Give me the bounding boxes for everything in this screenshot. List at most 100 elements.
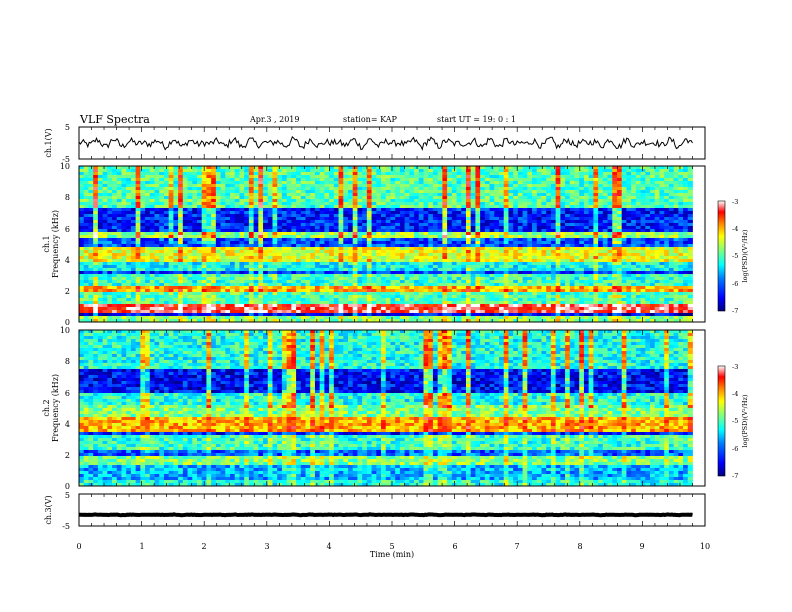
spectrogram-cell <box>314 265 321 269</box>
spectrogram-cell <box>248 238 255 242</box>
spectrogram-cell <box>135 277 141 281</box>
spectrogram-cell <box>404 196 410 200</box>
spectrogram-cell <box>362 199 368 203</box>
spectrogram-cell <box>635 217 641 221</box>
spectrogram-cell <box>357 256 363 260</box>
spectrogram-cell <box>489 175 495 179</box>
spectrogram-cell <box>541 190 547 194</box>
spectrogram-cell <box>451 271 457 275</box>
spectrogram-cell <box>447 196 453 200</box>
spectrogram-cell <box>494 166 500 170</box>
spectrogram-cell <box>93 241 99 245</box>
spectrogram-cell <box>347 256 354 260</box>
spectrogram-cell <box>489 262 495 266</box>
spectrogram-cell <box>546 172 552 176</box>
spectrogram-cell <box>640 223 646 227</box>
spectrogram-cell <box>192 232 198 236</box>
spectrogram-cell <box>470 253 476 257</box>
spectrogram-cell <box>201 256 207 260</box>
spectrogram-cell <box>574 262 580 266</box>
spectrogram-cell <box>338 247 344 251</box>
spectrogram-cell <box>201 259 207 263</box>
spectrogram-cell <box>168 172 174 176</box>
spectrogram-cell <box>206 214 212 218</box>
spectrogram-cell <box>286 238 292 242</box>
spectrogram-cell <box>659 190 665 194</box>
spectrogram-cell <box>437 277 443 281</box>
spectrogram-cell <box>645 235 651 239</box>
spectrogram-cell <box>683 277 689 281</box>
spectrogram-cell <box>79 250 85 254</box>
spectrogram-cell <box>267 199 273 203</box>
spectrogram-cell <box>314 169 321 173</box>
spectrogram-cell <box>338 199 344 203</box>
spectrogram-cell <box>522 241 528 245</box>
spectrogram-cell <box>149 181 155 185</box>
spectrogram-cell <box>447 202 453 206</box>
spectrogram-cell <box>390 208 396 212</box>
spectrogram-cell <box>381 271 387 275</box>
spectrogram-cell <box>385 223 391 227</box>
spectrogram-cell <box>659 223 665 227</box>
spectrogram-cell <box>234 229 240 233</box>
spectrogram-cell <box>178 229 184 233</box>
spectrogram-cell <box>475 274 481 278</box>
spectrogram-cell <box>371 172 377 176</box>
spectrogram-cell <box>451 268 457 272</box>
spectrogram-cell <box>97 193 103 197</box>
spectrogram-cell <box>343 205 349 209</box>
spectrogram-cell <box>541 199 547 203</box>
spectrogram-cell <box>447 190 453 194</box>
spectrogram-cell <box>83 175 89 179</box>
spectrogram-cell <box>574 241 580 245</box>
spectrogram-cell <box>230 262 236 266</box>
spectrogram-cell <box>546 265 552 269</box>
spectrogram-cell <box>565 265 571 269</box>
spectrogram-cell <box>475 253 481 257</box>
spectrogram-cell <box>286 172 292 176</box>
spectrogram-cell <box>93 226 99 230</box>
spectrogram-cell <box>583 277 590 281</box>
spectrogram-cell <box>366 238 372 242</box>
spectrogram-cell <box>140 199 146 203</box>
spectrogram-cell <box>569 220 575 224</box>
spectrogram-cell <box>489 211 495 215</box>
spectrogram-cell <box>414 220 420 224</box>
spectrogram-cell <box>484 223 490 227</box>
spectrogram-cell <box>154 259 160 263</box>
spectrogram-cell <box>437 205 443 209</box>
spectrogram-cell <box>385 256 391 260</box>
spectrogram-cell <box>121 256 127 260</box>
spectrogram-cell <box>173 166 179 170</box>
spectrogram-cell <box>654 238 660 242</box>
spectrogram-cell <box>102 184 108 188</box>
spectrogram-cell <box>126 235 132 239</box>
spectrogram-cell <box>196 265 203 269</box>
spectrogram-cell <box>635 253 641 257</box>
spectrogram-cell <box>220 223 226 227</box>
spectrogram-cell <box>121 247 127 251</box>
spectrogram-cell <box>135 181 141 185</box>
spectrogram-cell <box>159 253 165 257</box>
spectrogram-cell <box>513 271 519 275</box>
spectrogram-cell <box>182 220 188 224</box>
spectrogram-cell <box>253 175 259 179</box>
spectrogram-cell <box>206 262 212 266</box>
spectrogram-cell <box>362 238 368 242</box>
spectrogram-cell <box>201 223 207 227</box>
spectrogram-cell <box>437 199 443 203</box>
spectrogram-cell <box>442 217 448 221</box>
spectrogram-cell <box>319 232 325 236</box>
spectrogram-cell <box>414 274 420 278</box>
spectrogram-cell <box>612 253 618 257</box>
spectrogram-cell <box>418 250 424 254</box>
spectrogram-cell <box>499 241 505 245</box>
spectrogram-cell <box>154 256 160 260</box>
spectrogram-cell <box>234 274 240 278</box>
spectrogram-cell <box>168 193 174 197</box>
spectrogram-cell <box>546 250 552 254</box>
spectrogram-cell <box>347 223 354 227</box>
spectrogram-cell <box>480 226 486 230</box>
spectrogram-cell <box>187 214 193 218</box>
spectrogram-cell <box>678 217 684 221</box>
